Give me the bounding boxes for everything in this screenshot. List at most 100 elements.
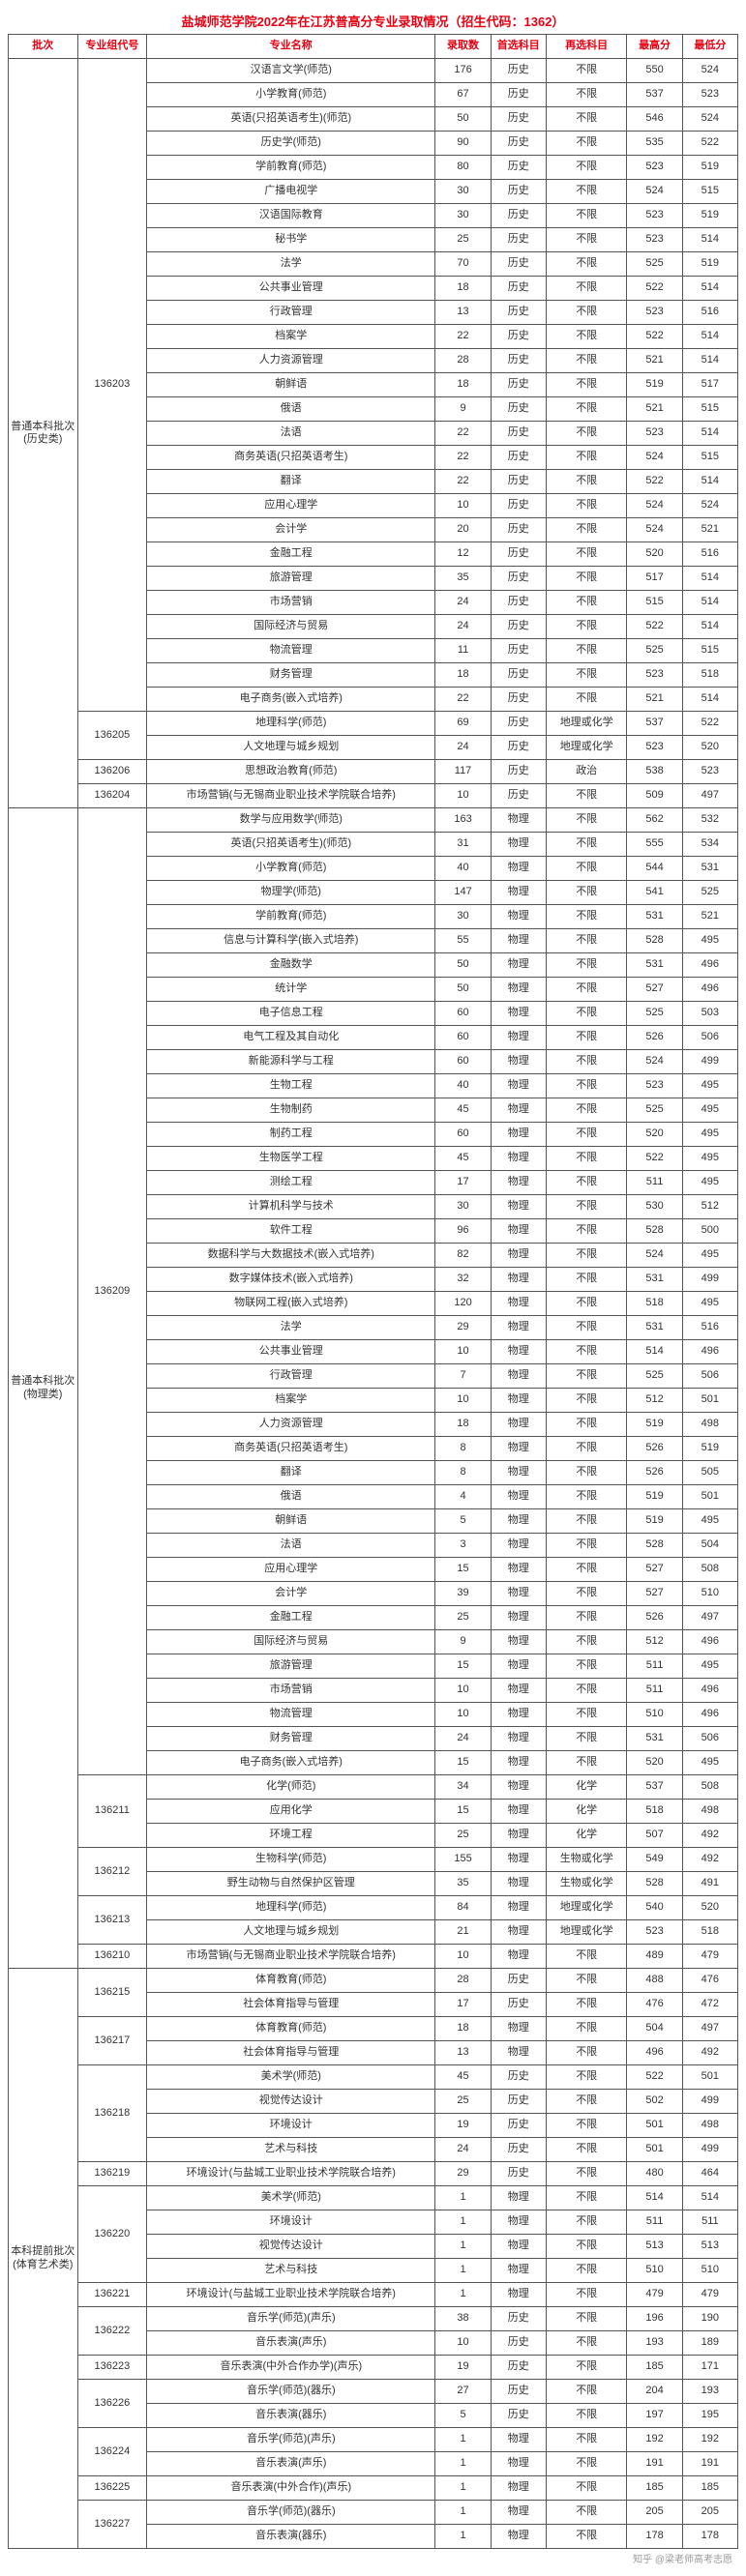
- table-row: 136221环境设计(与盐城工业职业技术学院联合培养)1物理不限479479: [9, 2283, 738, 2307]
- data-cell: 历史: [491, 591, 546, 615]
- data-cell: 不限: [546, 2404, 627, 2428]
- data-cell: 524: [627, 180, 682, 204]
- major-name-cell: 商务英语(只招英语考生): [147, 446, 435, 470]
- data-cell: 120: [435, 1292, 491, 1316]
- data-cell: 520: [627, 542, 682, 567]
- group-code-cell: 136221: [77, 2283, 147, 2307]
- data-cell: 不限: [546, 2380, 627, 2404]
- data-cell: 528: [627, 1534, 682, 1558]
- major-name-cell: 音乐表演(中外合作)(声乐): [147, 2476, 435, 2501]
- major-name-cell: 俄语: [147, 397, 435, 422]
- data-cell: 96: [435, 1219, 491, 1244]
- major-name-cell: 软件工程: [147, 1219, 435, 1244]
- major-name-cell: 测绘工程: [147, 1171, 435, 1195]
- data-cell: 不限: [546, 1340, 627, 1364]
- data-cell: 518: [682, 663, 737, 688]
- group-code-cell: 136222: [77, 2307, 147, 2356]
- data-cell: 3: [435, 1534, 491, 1558]
- data-cell: 503: [682, 1002, 737, 1026]
- data-cell: 192: [627, 2428, 682, 2452]
- data-cell: 不限: [546, 1219, 627, 1244]
- data-cell: 物理: [491, 1775, 546, 1800]
- data-cell: 历史: [491, 2380, 546, 2404]
- major-name-cell: 市场营销: [147, 1679, 435, 1703]
- data-cell: 514: [682, 277, 737, 301]
- data-cell: 532: [682, 808, 737, 833]
- data-cell: 不限: [546, 929, 627, 953]
- data-cell: 524: [682, 107, 737, 132]
- table-row: 本科提前批次(体育艺术类)136215体育教育(师范)28历史不限488476: [9, 1969, 738, 1993]
- data-cell: 501: [682, 2065, 737, 2090]
- data-cell: 196: [627, 2307, 682, 2331]
- major-name-cell: 野生动物与自然保护区管理: [147, 1872, 435, 1896]
- group-code-cell: 136211: [77, 1775, 147, 1848]
- data-cell: 不限: [546, 808, 627, 833]
- data-cell: 历史: [491, 663, 546, 688]
- data-cell: 479: [682, 2283, 737, 2307]
- major-name-cell: 思想政治教育(师范): [147, 760, 435, 784]
- group-code-cell: 136213: [77, 1896, 147, 1945]
- major-name-cell: 音乐表演(器乐): [147, 2525, 435, 2549]
- data-cell: 历史: [491, 180, 546, 204]
- data-cell: 523: [682, 760, 737, 784]
- table-row: 136223音乐表演(中外合作办学)(声乐)19历史不限185171: [9, 2356, 738, 2380]
- table-row: 普通本科批次(历史类)136203汉语言文学(师范)176历史不限550524: [9, 59, 738, 83]
- data-cell: 不限: [546, 2210, 627, 2235]
- major-name-cell: 学前教育(师范): [147, 156, 435, 180]
- major-name-cell: 朝鲜语: [147, 373, 435, 397]
- data-cell: 527: [627, 1582, 682, 1606]
- data-cell: 511: [627, 1654, 682, 1679]
- group-code-cell: 136219: [77, 2162, 147, 2186]
- data-cell: 514: [682, 567, 737, 591]
- data-cell: 历史: [491, 736, 546, 760]
- data-cell: 521: [627, 397, 682, 422]
- data-cell: 519: [682, 156, 737, 180]
- data-cell: 历史: [491, 1993, 546, 2017]
- data-cell: 不限: [546, 639, 627, 663]
- data-cell: 522: [627, 1147, 682, 1171]
- data-cell: 不限: [546, 2041, 627, 2065]
- group-code-cell: 136225: [77, 2476, 147, 2501]
- data-cell: 523: [627, 1920, 682, 1945]
- data-cell: 不限: [546, 1098, 627, 1123]
- data-cell: 25: [435, 228, 491, 252]
- data-cell: 523: [682, 83, 737, 107]
- column-header: 最低分: [682, 35, 737, 59]
- batch-cell: 普通本科批次(历史类): [9, 59, 78, 808]
- data-cell: 524: [682, 59, 737, 83]
- data-cell: 511: [682, 2210, 737, 2235]
- data-cell: 34: [435, 1775, 491, 1800]
- major-name-cell: 地理科学(师范): [147, 1896, 435, 1920]
- data-cell: 不限: [546, 2331, 627, 2356]
- data-cell: 495: [682, 1244, 737, 1268]
- data-cell: 504: [627, 2017, 682, 2041]
- data-cell: 22: [435, 470, 491, 494]
- data-cell: 物理: [491, 1413, 546, 1437]
- major-name-cell: 行政管理: [147, 1364, 435, 1389]
- data-cell: 90: [435, 132, 491, 156]
- data-cell: 历史: [491, 688, 546, 712]
- major-name-cell: 应用心理学: [147, 1558, 435, 1582]
- data-cell: 物理: [491, 1002, 546, 1026]
- major-name-cell: 计算机科学与技术: [147, 1195, 435, 1219]
- data-cell: 不限: [546, 2525, 627, 2549]
- data-cell: 11: [435, 639, 491, 663]
- batch-cell: 普通本科批次(物理类): [9, 808, 78, 1969]
- data-cell: 31: [435, 833, 491, 857]
- data-cell: 526: [627, 1437, 682, 1461]
- major-name-cell: 生物医学工程: [147, 1147, 435, 1171]
- data-cell: 18: [435, 373, 491, 397]
- data-cell: 524: [627, 1050, 682, 1074]
- data-cell: 不限: [546, 1993, 627, 2017]
- data-cell: 物理: [491, 2041, 546, 2065]
- data-cell: 不限: [546, 833, 627, 857]
- data-cell: 物理: [491, 2428, 546, 2452]
- data-cell: 522: [627, 615, 682, 639]
- data-cell: 物理: [491, 1026, 546, 1050]
- major-name-cell: 数学与应用数学(师范): [147, 808, 435, 833]
- data-cell: 历史: [491, 470, 546, 494]
- major-name-cell: 信息与计算科学(嵌入式培养): [147, 929, 435, 953]
- table-row: 136227音乐学(师范)(器乐)1物理不限205205: [9, 2501, 738, 2525]
- data-cell: 524: [627, 518, 682, 542]
- group-code-cell: 136206: [77, 760, 147, 784]
